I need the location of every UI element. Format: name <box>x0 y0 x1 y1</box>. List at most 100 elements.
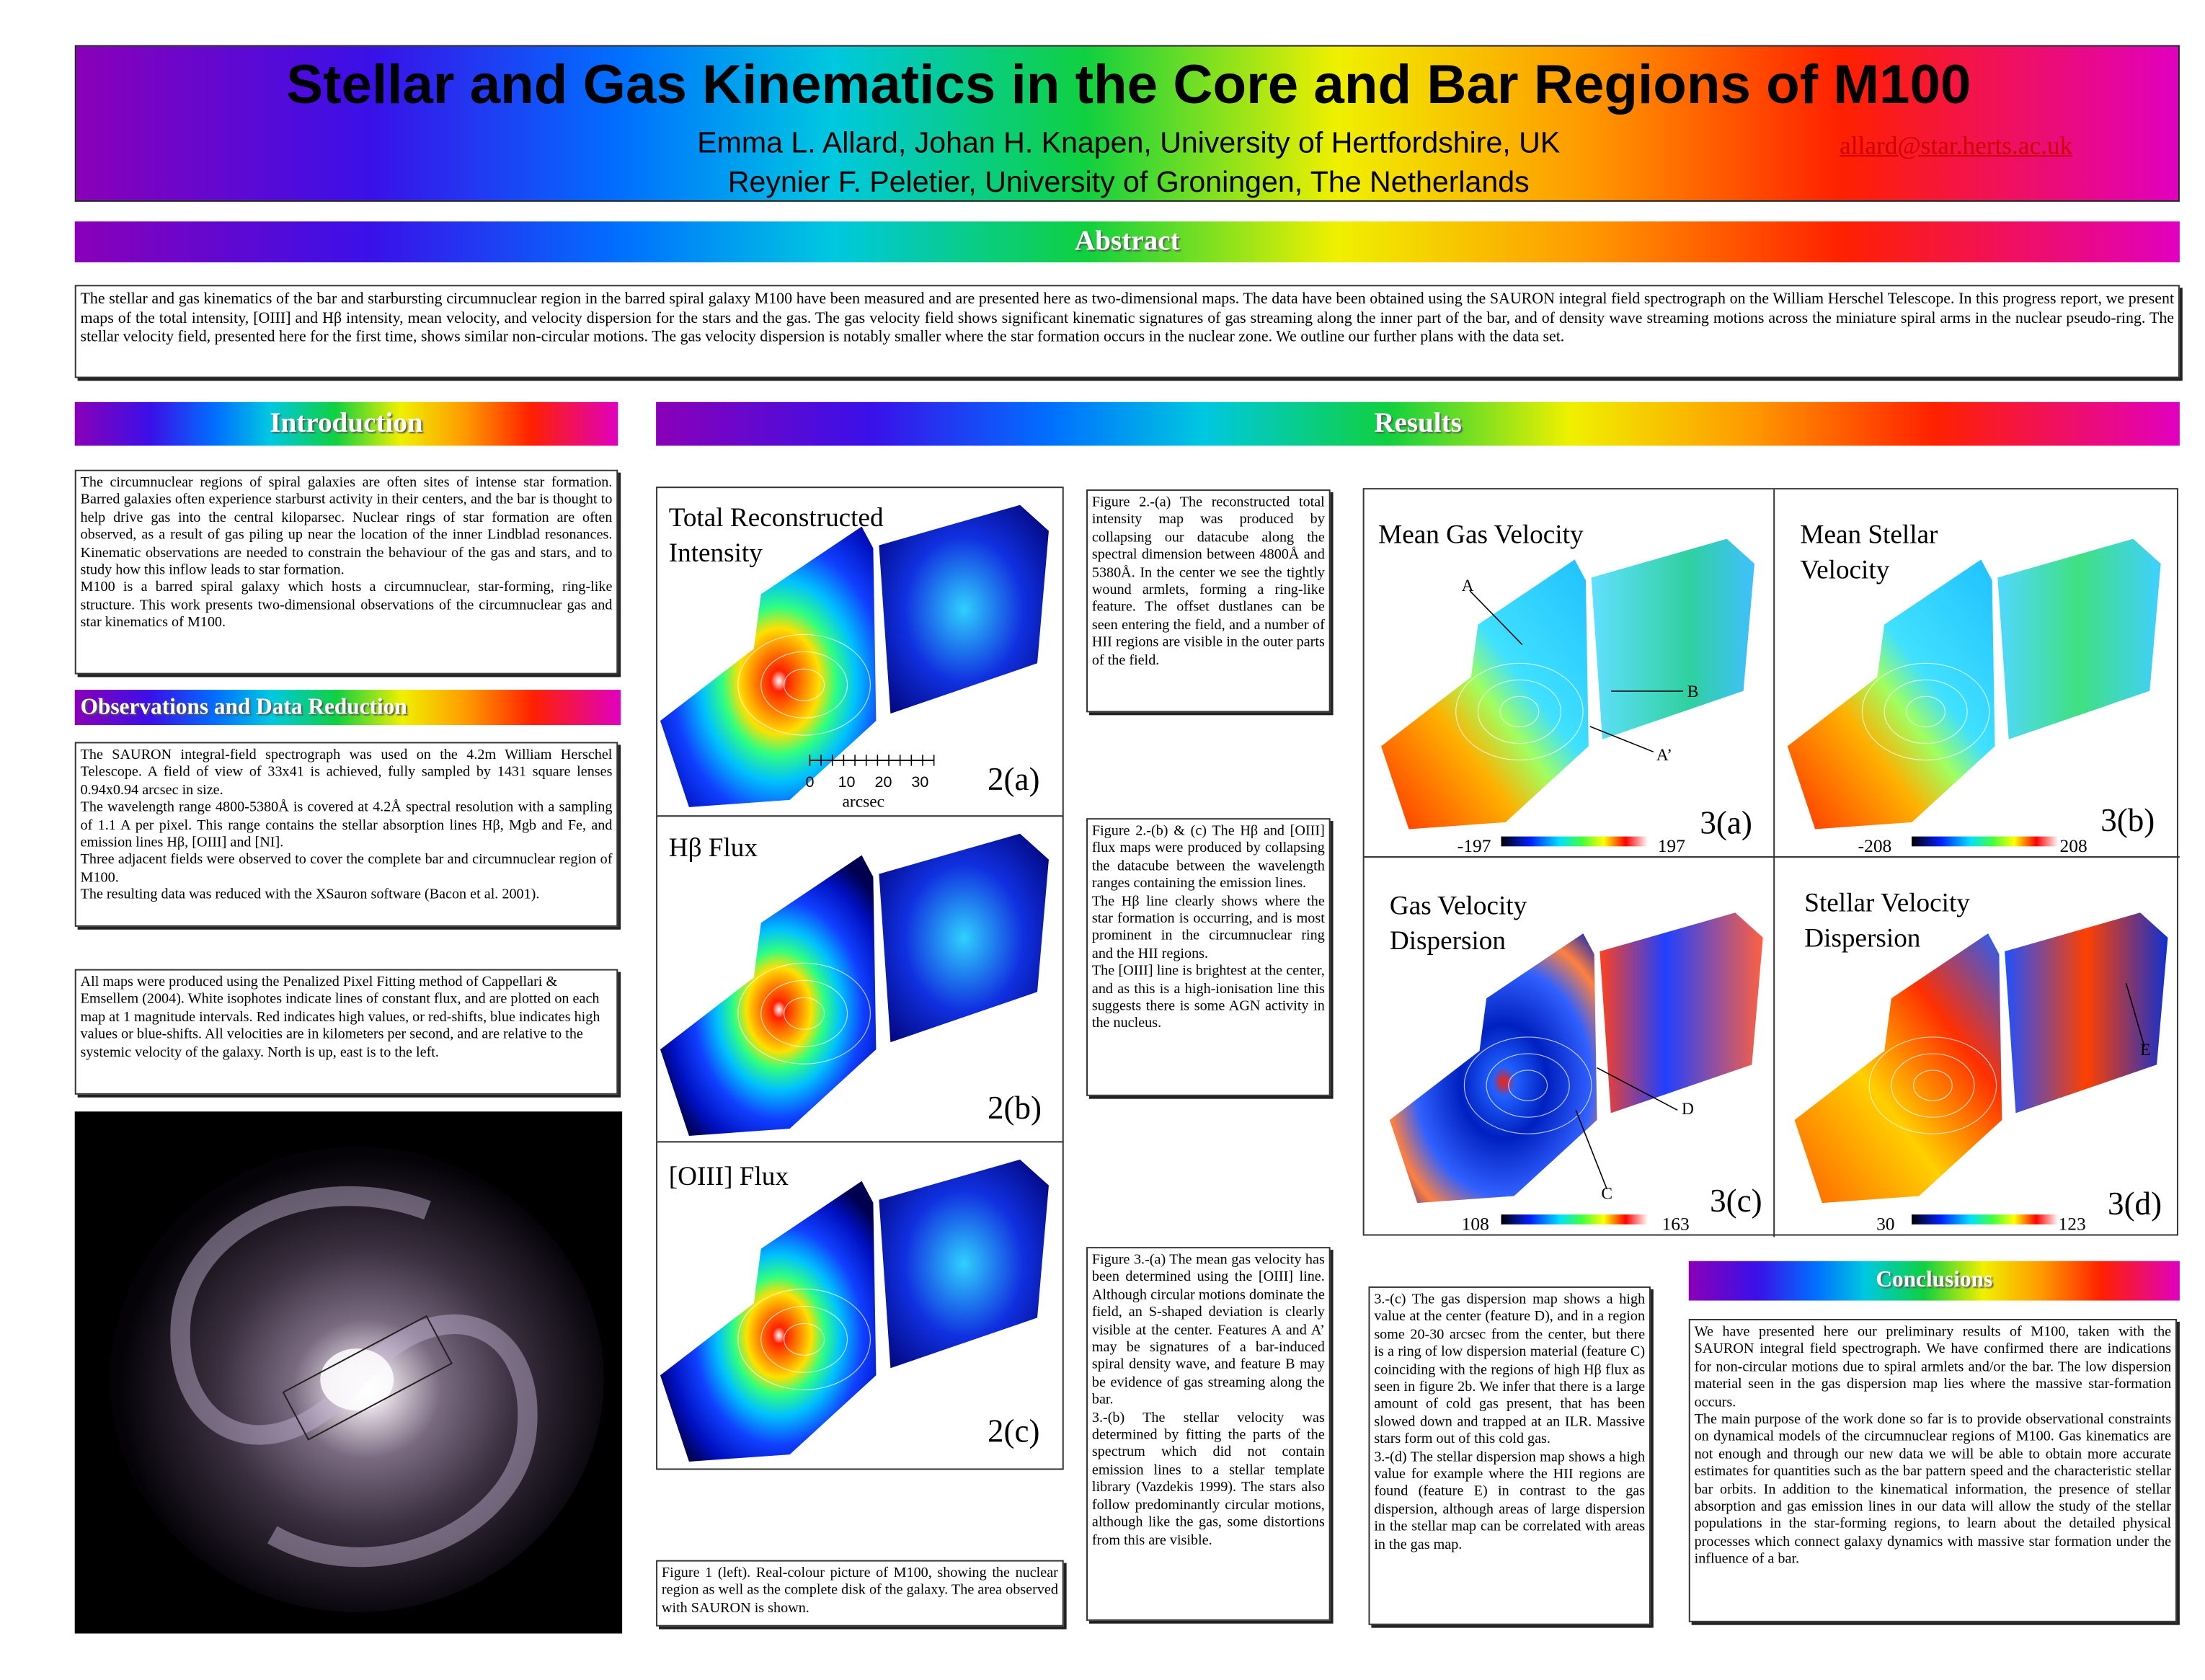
isophote <box>760 979 848 1047</box>
isophote <box>1508 1070 1548 1101</box>
isophote <box>1906 695 1946 728</box>
galaxy-core <box>320 1348 394 1411</box>
panel-title: Gas Velocity Dispersion <box>1389 891 1527 956</box>
paragraph: The wavelength range 4800-5380Å is cover… <box>80 800 613 851</box>
galaxy-drawing <box>74 1111 623 1634</box>
authors: Emma L. Allard, Johan H. Knapen, Univers… <box>697 127 1561 160</box>
field <box>879 833 1049 1043</box>
feature-label: A <box>1461 575 1474 595</box>
map <box>660 505 1049 807</box>
feature-label: A’ <box>1656 745 1672 765</box>
paragraph: We have presented here our preliminary r… <box>1694 1324 2172 1410</box>
paragraph: The stellar and gas kinematics of the ba… <box>80 290 2175 346</box>
paragraph: Figure 2.-(b) & (c) The Hβ and [OIII] fl… <box>1091 824 1325 892</box>
field <box>1997 538 2161 739</box>
colorbar <box>1501 836 1649 847</box>
scale-bar <box>809 755 935 766</box>
paragraph: 3.-(b) The stellar velocity was determin… <box>1091 1410 1325 1549</box>
colorbar <box>1912 1214 2059 1225</box>
isophote <box>1477 679 1562 745</box>
scale-tick: 10 <box>838 774 856 791</box>
colorbar-label: 108 <box>1461 1213 1489 1235</box>
feature-pointer <box>1589 726 1654 752</box>
colorbar-label: -197 <box>1457 835 1491 857</box>
isophote <box>1912 1070 1953 1101</box>
paragraph: The resulting data was reduced with the … <box>80 887 540 904</box>
isophote <box>1861 662 1990 761</box>
colorbar <box>1912 836 2059 847</box>
panel-title: Mean Gas Velocity <box>1378 520 1584 551</box>
maps <box>1381 538 2168 1225</box>
isophote <box>737 1288 871 1390</box>
figure-panel: Total Reconstructed Intensity 2(a) 0 10 … <box>656 486 1064 817</box>
panel-label: 2(a) <box>988 761 1040 797</box>
isophote <box>1891 1053 1975 1118</box>
panel-title: Hβ Flux <box>668 833 758 863</box>
colorbar-label: 123 <box>2058 1213 2086 1235</box>
paragraph: Three adjacent fields were observed to c… <box>80 853 613 886</box>
title: Stellar and Gas Kinematics in the Core a… <box>286 55 1971 116</box>
panel-label: 3(c) <box>1710 1183 1762 1219</box>
map <box>660 1159 1049 1462</box>
isophote <box>760 1305 848 1373</box>
paragraph: The SAURON integral-field spectrograph w… <box>80 747 613 799</box>
isophote <box>784 997 825 1030</box>
paragraph: The [OIII] line is brightest at the cent… <box>1091 964 1325 1032</box>
paragraph: Figure 2.-(a) The reconstructed total in… <box>1091 494 1325 669</box>
field <box>1591 538 1754 739</box>
panel-title: Total Reconstructed Intensity <box>668 503 884 569</box>
field <box>2005 912 2168 1114</box>
spiral-arm <box>267 1314 538 1568</box>
panel-label: 3(a) <box>1700 805 1752 841</box>
panel-label: 2(c) <box>988 1413 1040 1449</box>
divider <box>1364 856 2180 858</box>
authors: Reynier F. Peletier, University of Groni… <box>727 166 1530 199</box>
feature-pointer <box>1597 1067 1678 1111</box>
section-heading: Abstract <box>74 221 2180 263</box>
scale-ticks <box>809 755 935 766</box>
feature-pointer <box>1575 1110 1607 1190</box>
caption: 3.-(c) The gas dispersion map shows a hi… <box>1368 1286 1651 1625</box>
conclusions: We have presented here our preliminary r… <box>1688 1318 2177 1622</box>
caption: Figure 3.-(a) The mean gas velocity has … <box>1086 1247 1331 1621</box>
panel-label: 3(b) <box>2100 802 2155 838</box>
scale-unit: arcsec <box>842 791 885 812</box>
feature-pointer <box>1469 590 1523 645</box>
scale-tick: 30 <box>911 774 929 791</box>
colorbar-label: 208 <box>2059 835 2088 857</box>
observations: The SAURON integral-field spectrograph w… <box>74 742 618 927</box>
panel-label: 3(d) <box>2108 1186 2162 1222</box>
scale-tick: 0 <box>805 774 815 791</box>
panel-title: [OIII] Flux <box>668 1162 789 1192</box>
paragraph: All maps were produced using the Penaliz… <box>80 974 600 1061</box>
figure-panel: [OIII] Flux 2(c) <box>656 1141 1064 1470</box>
colorbar <box>1501 1214 1649 1225</box>
paragraph: 3.-(d) The stellar dispersion map shows … <box>1374 1449 1646 1553</box>
panel-title: Stellar Velocity Dispersion <box>1804 889 1970 954</box>
isophote <box>1884 679 1968 745</box>
field <box>879 1159 1049 1369</box>
paragraph: Figure 1 (left). Real-colour picture of … <box>661 1565 1058 1617</box>
paragraph: Figure 3.-(a) The mean gas velocity has … <box>1091 1252 1325 1408</box>
isophote <box>1455 662 1584 761</box>
isophote <box>1868 1036 1997 1134</box>
isophote <box>1499 695 1540 728</box>
maps-note: All maps were produced using the Penaliz… <box>74 969 618 1095</box>
email[interactable]: allard@star.herts.ac.uk <box>1840 131 2073 160</box>
caption: Figure 2.-(b) & (c) The Hβ and [OIII] fl… <box>1086 818 1331 1096</box>
feature-label: B <box>1687 681 1699 701</box>
field <box>879 505 1049 714</box>
paragraph: M100 is a barred spiral galaxy which hos… <box>80 580 613 631</box>
isophote <box>760 651 848 719</box>
colorbar-label: 30 <box>1876 1213 1895 1235</box>
colorbar-label: 163 <box>1661 1213 1690 1235</box>
scale-tick: 20 <box>874 774 892 791</box>
map <box>660 833 1049 1136</box>
panel-title: Mean Stellar Velocity <box>1800 520 1938 586</box>
colorbar-label: -208 <box>1858 835 1892 857</box>
caption: Figure 1 (left). Real-colour picture of … <box>656 1560 1064 1627</box>
feature-label: C <box>1601 1183 1613 1204</box>
section-heading: Observations and Data Reduction <box>74 690 621 726</box>
